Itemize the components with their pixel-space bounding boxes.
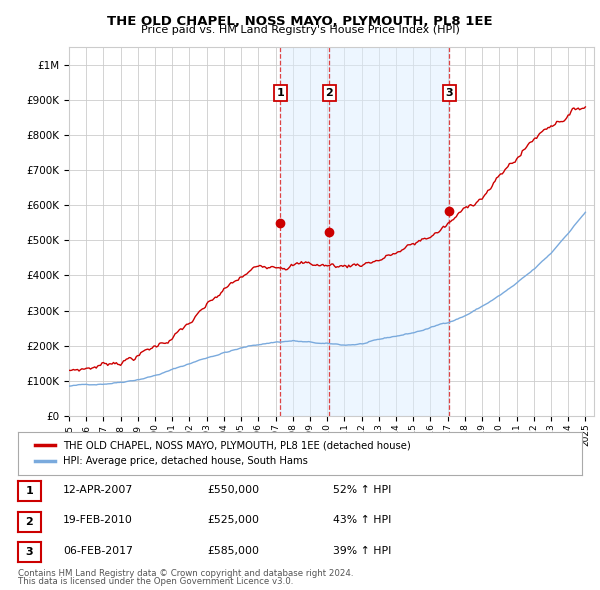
- Text: 3: 3: [26, 548, 33, 557]
- Text: 06-FEB-2017: 06-FEB-2017: [63, 546, 133, 556]
- Text: 12-APR-2007: 12-APR-2007: [63, 485, 133, 494]
- Text: 2: 2: [26, 517, 33, 526]
- Text: 39% ↑ HPI: 39% ↑ HPI: [333, 546, 391, 556]
- Text: £550,000: £550,000: [207, 485, 259, 494]
- Legend: THE OLD CHAPEL, NOSS MAYO, PLYMOUTH, PL8 1EE (detached house), HPI: Average pric: THE OLD CHAPEL, NOSS MAYO, PLYMOUTH, PL8…: [29, 435, 416, 473]
- Text: 43% ↑ HPI: 43% ↑ HPI: [333, 516, 391, 525]
- Text: 3: 3: [446, 88, 453, 98]
- Text: Contains HM Land Registry data © Crown copyright and database right 2024.: Contains HM Land Registry data © Crown c…: [18, 569, 353, 578]
- Text: 1: 1: [277, 88, 284, 98]
- Text: This data is licensed under the Open Government Licence v3.0.: This data is licensed under the Open Gov…: [18, 578, 293, 586]
- Text: Price paid vs. HM Land Registry's House Price Index (HPI): Price paid vs. HM Land Registry's House …: [140, 25, 460, 35]
- Bar: [329, 47, 449, 416]
- Text: 19-FEB-2010: 19-FEB-2010: [63, 516, 133, 525]
- Bar: [280, 47, 329, 416]
- Text: 1: 1: [26, 486, 33, 496]
- Text: £525,000: £525,000: [207, 516, 259, 525]
- Text: THE OLD CHAPEL, NOSS MAYO, PLYMOUTH, PL8 1EE: THE OLD CHAPEL, NOSS MAYO, PLYMOUTH, PL8…: [107, 15, 493, 28]
- Text: £585,000: £585,000: [207, 546, 259, 556]
- Text: 2: 2: [326, 88, 334, 98]
- Text: 52% ↑ HPI: 52% ↑ HPI: [333, 485, 391, 494]
